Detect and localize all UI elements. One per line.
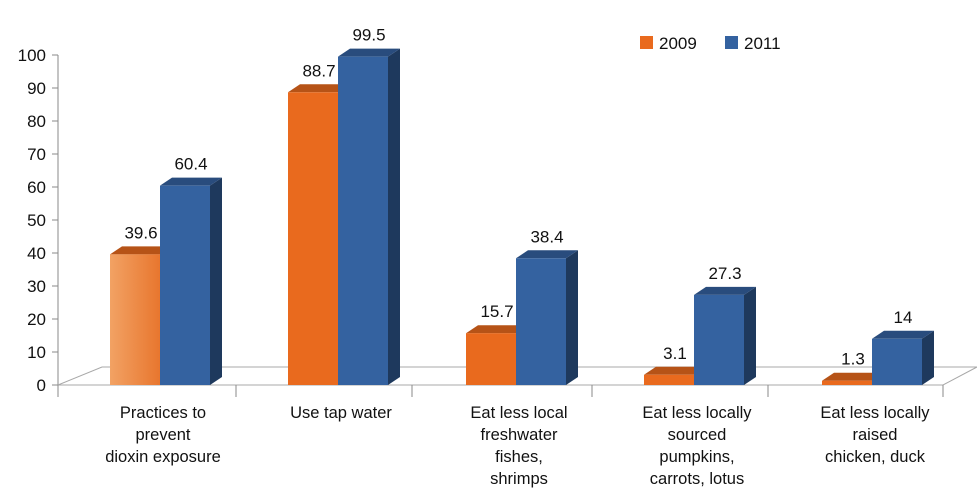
- category-label-4: Eat less locally sourced pumpkins, carrots,…: [642, 404, 752, 488]
- data-label-2011-5: 14: [894, 308, 913, 327]
- bar-front: [644, 374, 694, 385]
- data-label-2011-4: 27.3: [708, 264, 741, 283]
- category-label-1: Practices to prevent dioxin exposure: [105, 404, 221, 466]
- bar-2011-1: [160, 177, 222, 385]
- y-tick-label: 30: [27, 277, 46, 296]
- y-tick-label: 50: [27, 211, 46, 230]
- bar-top: [466, 325, 528, 334]
- bar-2011-5: [872, 330, 934, 385]
- data-label-2011-3: 38.4: [530, 227, 563, 246]
- bar-front: [110, 254, 160, 385]
- y-tick-label: 80: [27, 112, 46, 131]
- legend-swatch-2011: [725, 36, 738, 49]
- bar-top: [110, 246, 172, 255]
- bar-2011-4: [694, 286, 756, 385]
- y-tick-label: 70: [27, 145, 46, 164]
- data-label-2009-1: 39.6: [124, 223, 157, 242]
- data-label-2011-2: 99.5: [352, 26, 385, 45]
- y-tick-label: 100: [18, 46, 46, 65]
- data-label-2009-3: 15.7: [480, 302, 513, 321]
- bar-side: [922, 330, 934, 385]
- bar-front: [872, 338, 922, 385]
- bar-front: [160, 185, 210, 385]
- y-tick-label: 10: [27, 343, 46, 362]
- bar-top: [872, 330, 934, 339]
- bar-front: [822, 380, 872, 385]
- bar-side: [566, 250, 578, 385]
- category-labels: Practices to prevent dioxin exposure Use ta…: [105, 404, 930, 488]
- bar-top: [338, 48, 400, 57]
- legend-label-2009: 2009: [659, 34, 697, 53]
- bar-front: [694, 294, 744, 385]
- bar-top: [644, 366, 706, 375]
- bar-2011-3: [516, 250, 578, 385]
- y-tick-label: 0: [37, 376, 46, 395]
- bar-front: [516, 258, 566, 385]
- bar-top: [694, 286, 756, 295]
- value-labels: 39.6 88.7 15.7 3.1 1.3 60.4 99.5 38.4 27.3 14: [124, 26, 912, 369]
- bar-side: [210, 177, 222, 385]
- bar-top: [822, 372, 884, 381]
- bar-side: [388, 48, 400, 386]
- category-label-2: Use tap water: [290, 404, 392, 422]
- data-label-2011-1: 60.4: [174, 155, 207, 174]
- y-tick-label: 20: [27, 310, 46, 329]
- y-tick-label: 90: [27, 79, 46, 98]
- chart-bars: [110, 48, 934, 386]
- data-label-2009-2: 88.7: [302, 61, 335, 80]
- data-label-2009-5: 1.3: [841, 350, 865, 369]
- bar-front: [466, 333, 516, 385]
- bar-top: [516, 250, 578, 259]
- legend-swatch-2009: [640, 36, 653, 49]
- data-label-2009-4: 3.1: [663, 344, 687, 363]
- legend: 2009 2011: [640, 34, 781, 53]
- bar-top: [160, 177, 222, 186]
- legend-label-2011: 2011: [744, 34, 781, 53]
- bar-2011-2: [338, 48, 400, 386]
- bar-side: [744, 286, 756, 385]
- bar-front: [338, 56, 388, 386]
- y-tick-label: 60: [27, 178, 46, 197]
- category-label-5: Eat less locally raised chicken, duck: [820, 404, 930, 466]
- bar-top: [288, 84, 350, 93]
- bar-front: [288, 92, 338, 385]
- category-label-3: Eat less local freshwater fishes, shrimps: [470, 404, 567, 488]
- y-tick-label: 40: [27, 244, 46, 263]
